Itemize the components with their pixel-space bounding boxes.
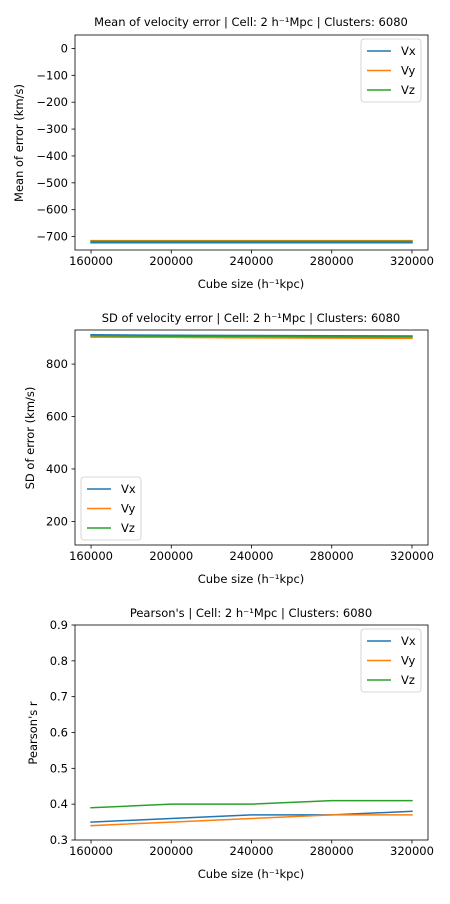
series-line-vy (90, 814, 413, 827)
y-tick-label: −500 (36, 176, 68, 190)
y-tick-label: 0.9 (50, 618, 68, 632)
mean-error-panel: Mean of velocity error | Cell: 2 h⁻¹Mpc … (12, 15, 434, 291)
x-tick-label: 280000 (310, 549, 354, 563)
x-tick-label: 200000 (149, 254, 193, 268)
x-tick-label: 320000 (390, 844, 434, 858)
x-tick-label: 160000 (69, 254, 113, 268)
sd-error-panel: SD of velocity error | Cell: 2 h⁻¹Mpc | … (23, 311, 434, 586)
y-tick-label: 400 (46, 462, 68, 476)
y-tick-label: 0.6 (50, 726, 68, 740)
legend: Vx Vy Vz (360, 628, 422, 693)
y-tick-label: −600 (36, 203, 68, 217)
chart-title: Pearson's | Cell: 2 h⁻¹Mpc | Clusters: 6… (130, 606, 372, 620)
y-tick-label: −300 (36, 122, 68, 136)
series-line-vz (90, 799, 413, 809)
x-axis-label: Cube size (h⁻¹kpc) (198, 277, 305, 291)
legend-label: Vy (401, 64, 416, 78)
y-tick-label: −100 (36, 68, 68, 82)
y-tick-label: 200 (46, 514, 68, 528)
y-tick-label: 800 (46, 357, 68, 371)
y-axis-label: SD of error (km/s) (23, 387, 37, 490)
x-tick-label: 240000 (230, 844, 274, 858)
y-tick-label: −700 (36, 230, 68, 244)
series-line-vx (90, 810, 413, 823)
y-tick-label: 0.8 (50, 654, 68, 668)
y-tick-label: −400 (36, 149, 68, 163)
x-axis-label: Cube size (h⁻¹kpc) (198, 867, 305, 881)
x-tick-label: 280000 (310, 254, 354, 268)
x-tick-label: 160000 (69, 549, 113, 563)
chart-title: SD of velocity error | Cell: 2 h⁻¹Mpc | … (102, 311, 400, 325)
legend-label: Vz (121, 521, 135, 535)
y-tick-label: 0.4 (50, 797, 68, 811)
y-tick-label: −200 (36, 95, 68, 109)
x-axis-label: Cube size (h⁻¹kpc) (198, 572, 305, 586)
series-line-vz (90, 335, 413, 338)
x-tick-label: 200000 (149, 844, 193, 858)
legend-label: Vx (401, 44, 416, 58)
y-tick-label: 0.7 (50, 690, 68, 704)
y-axis-label: Pearson's r (26, 701, 40, 764)
x-tick-label: 320000 (390, 254, 434, 268)
pearson-panel: Pearson's | Cell: 2 h⁻¹Mpc | Clusters: 6… (26, 606, 434, 881)
legend: Vx Vy Vz (360, 38, 422, 103)
x-tick-label: 320000 (390, 549, 434, 563)
x-tick-label: 240000 (230, 254, 274, 268)
legend-label: Vz (401, 83, 415, 97)
y-axis-label: Mean of error (km/s) (12, 84, 26, 202)
series-line-vx (90, 333, 413, 337)
x-tick-label: 160000 (69, 844, 113, 858)
y-tick-label: 0.3 (50, 833, 68, 847)
x-tick-label: 240000 (230, 549, 274, 563)
y-tick-label: 0.5 (50, 761, 68, 775)
legend-label: Vx (401, 634, 416, 648)
series-line-vy (90, 336, 413, 340)
legend: Vx Vy Vz (80, 476, 142, 541)
legend-label: Vx (121, 482, 136, 496)
legend-label: Vy (121, 502, 136, 516)
plot-area: 160000 200000 240000 280000 320000 800 600 400 2… (46, 329, 434, 563)
legend-label: Vy (401, 654, 416, 668)
chart-title: Mean of velocity error | Cell: 2 h⁻¹Mpc … (94, 15, 408, 29)
plot-area: 160000 200000 240000 280000 320000 0 −100 −200 −… (36, 34, 434, 268)
y-tick-label: 0 (61, 41, 68, 55)
plot-area: 160000 200000 240000 280000 320000 0.3 0.4 0.5 0… (50, 618, 434, 858)
x-tick-label: 200000 (149, 549, 193, 563)
legend-label: Vz (401, 673, 415, 687)
y-tick-label: 600 (46, 410, 68, 424)
x-tick-label: 280000 (310, 844, 354, 858)
